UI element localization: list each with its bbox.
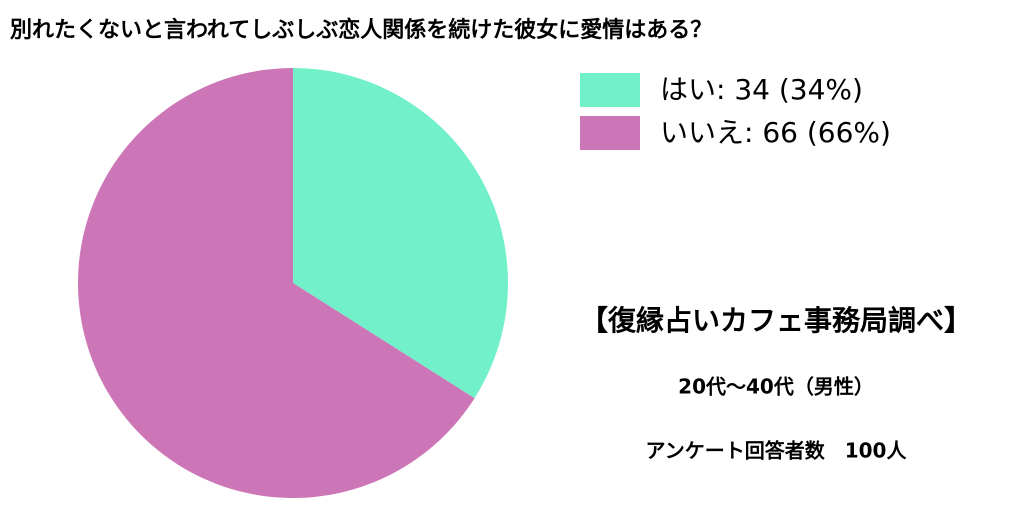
pie-slice [78,68,475,498]
annotation: 【復縁占いカフェ事務局調べ】 [580,304,972,337]
annotation: アンケート回答者数 100人 [646,439,908,463]
annotation: 20代〜40代（男性） [678,375,874,399]
legend-label: はい: 34 (34%) [660,73,863,106]
legend-label: いいえ: 66 (66%) [660,116,891,149]
legend-swatch [580,73,640,107]
legend-swatch [580,116,640,150]
pie-slice [293,68,508,399]
chart-title: 別れたくないと言われてしぶしぶ恋人関係を続けた彼女に愛情はある？ [10,17,712,43]
